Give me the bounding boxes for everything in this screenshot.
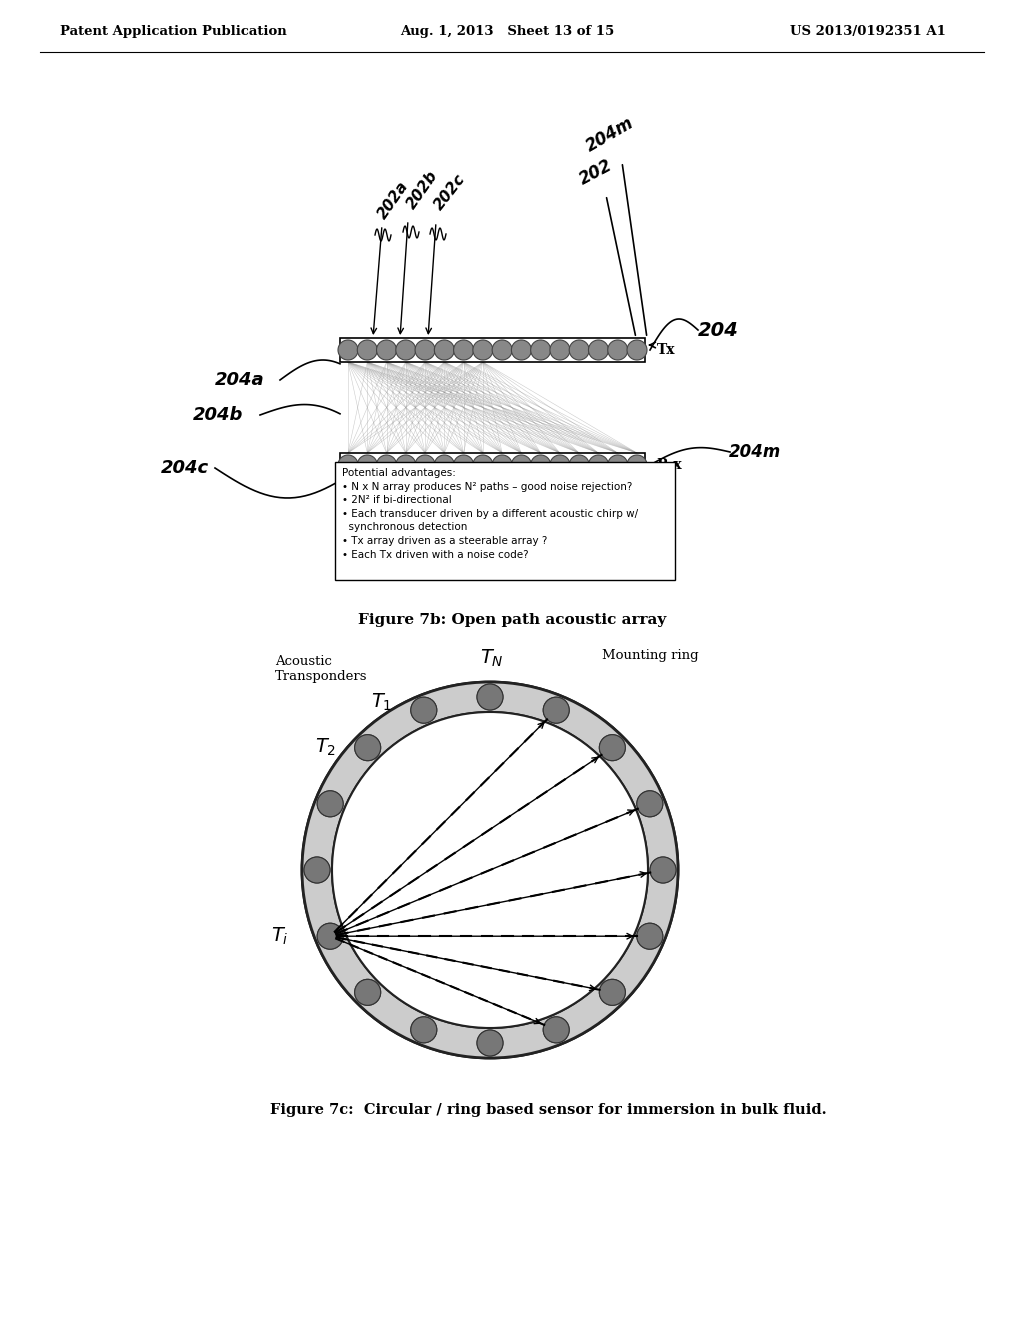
Circle shape xyxy=(550,341,570,360)
Text: R x: R x xyxy=(657,458,682,473)
Text: Aug. 1, 2013   Sheet 13 of 15: Aug. 1, 2013 Sheet 13 of 15 xyxy=(400,25,614,38)
Circle shape xyxy=(317,923,343,949)
Text: Potential advantages:
• N x N array produces N² paths – good noise rejection?
• : Potential advantages: • N x N array prod… xyxy=(342,469,638,560)
Circle shape xyxy=(338,455,358,475)
Circle shape xyxy=(511,455,531,475)
Text: 202c: 202c xyxy=(431,172,469,213)
Circle shape xyxy=(511,341,531,360)
Circle shape xyxy=(543,697,569,723)
Circle shape xyxy=(530,455,551,475)
Circle shape xyxy=(434,455,455,475)
Circle shape xyxy=(650,857,676,883)
Circle shape xyxy=(434,341,455,360)
Text: US 2013/0192351 A1: US 2013/0192351 A1 xyxy=(790,25,946,38)
Circle shape xyxy=(317,923,343,949)
Bar xyxy=(340,338,645,362)
Circle shape xyxy=(493,341,512,360)
Circle shape xyxy=(477,1030,503,1056)
Circle shape xyxy=(493,455,512,475)
Circle shape xyxy=(569,341,589,360)
Text: Figure 7c:  Circular / ring based sensor for immersion in bulk fluid.: Figure 7c: Circular / ring based sensor … xyxy=(270,1104,826,1117)
Circle shape xyxy=(543,1016,569,1043)
Text: $T_2$: $T_2$ xyxy=(314,737,336,758)
Circle shape xyxy=(377,455,396,475)
Circle shape xyxy=(637,791,663,817)
Circle shape xyxy=(354,735,381,760)
Circle shape xyxy=(627,455,647,475)
Circle shape xyxy=(411,697,437,723)
Text: 202b: 202b xyxy=(403,168,440,211)
Text: Patent Application Publication: Patent Application Publication xyxy=(60,25,287,38)
Circle shape xyxy=(599,979,626,1006)
Circle shape xyxy=(338,341,358,360)
Text: Tx: Tx xyxy=(657,343,676,356)
Text: $T_1$: $T_1$ xyxy=(371,692,392,713)
Circle shape xyxy=(415,341,435,360)
Text: $T_i$: $T_i$ xyxy=(270,925,288,946)
Circle shape xyxy=(454,341,473,360)
Circle shape xyxy=(396,341,416,360)
Circle shape xyxy=(627,341,647,360)
Text: Figure 7b: Open path acoustic array: Figure 7b: Open path acoustic array xyxy=(357,612,667,627)
Circle shape xyxy=(543,1016,569,1043)
Circle shape xyxy=(599,979,626,1006)
Circle shape xyxy=(607,341,628,360)
Circle shape xyxy=(302,682,678,1059)
Circle shape xyxy=(589,455,608,475)
Circle shape xyxy=(550,455,570,475)
Circle shape xyxy=(415,455,435,475)
Circle shape xyxy=(354,979,381,1006)
Circle shape xyxy=(599,735,626,760)
Circle shape xyxy=(454,455,473,475)
Text: 204: 204 xyxy=(697,321,738,339)
Text: 202: 202 xyxy=(577,156,615,189)
Bar xyxy=(340,453,645,477)
Circle shape xyxy=(607,455,628,475)
Text: 204a: 204a xyxy=(215,371,265,389)
Text: $T_N$: $T_N$ xyxy=(480,648,504,669)
Circle shape xyxy=(357,455,377,475)
Circle shape xyxy=(650,857,676,883)
Circle shape xyxy=(411,1016,437,1043)
Circle shape xyxy=(543,697,569,723)
Bar xyxy=(335,462,675,579)
Circle shape xyxy=(599,735,626,760)
Circle shape xyxy=(332,711,648,1028)
Text: 204m: 204m xyxy=(729,444,781,461)
Circle shape xyxy=(302,682,678,1059)
Text: Mounting ring: Mounting ring xyxy=(602,648,698,661)
Circle shape xyxy=(589,341,608,360)
Circle shape xyxy=(396,455,416,475)
Circle shape xyxy=(637,923,663,949)
Text: 202a: 202a xyxy=(375,178,412,222)
Circle shape xyxy=(569,455,589,475)
Circle shape xyxy=(477,1030,503,1056)
Text: 204c: 204c xyxy=(161,459,209,477)
Circle shape xyxy=(411,1016,437,1043)
Text: Acoustic
Transponders: Acoustic Transponders xyxy=(275,655,368,682)
Circle shape xyxy=(637,791,663,817)
Circle shape xyxy=(473,341,493,360)
Circle shape xyxy=(637,923,663,949)
Circle shape xyxy=(473,455,493,475)
Circle shape xyxy=(477,684,503,710)
Circle shape xyxy=(530,341,551,360)
Circle shape xyxy=(317,791,343,817)
Circle shape xyxy=(411,697,437,723)
Circle shape xyxy=(377,341,396,360)
Circle shape xyxy=(354,735,381,760)
Circle shape xyxy=(357,341,377,360)
Text: 204m: 204m xyxy=(583,114,637,156)
Circle shape xyxy=(317,791,343,817)
Circle shape xyxy=(477,684,503,710)
Circle shape xyxy=(304,857,330,883)
Circle shape xyxy=(354,979,381,1006)
Text: 204b: 204b xyxy=(193,407,243,424)
Circle shape xyxy=(332,711,648,1028)
Circle shape xyxy=(304,857,330,883)
